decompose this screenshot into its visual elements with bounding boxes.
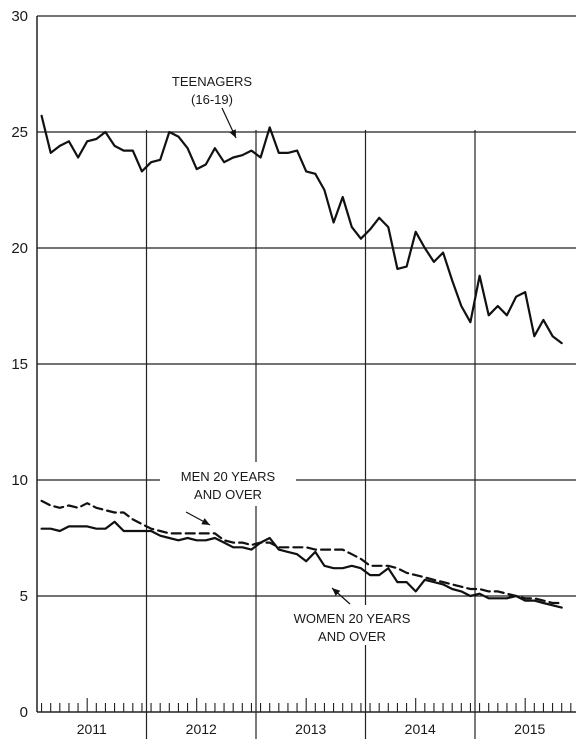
series-line-men	[40, 499, 563, 605]
y-tick-label: 5	[20, 588, 28, 605]
teenagers-age-label: (16-19)	[191, 92, 233, 107]
men-arrow-head	[201, 518, 210, 525]
annotation-arrows	[185, 107, 351, 605]
women-label-bg	[282, 605, 420, 645]
year-dividers	[145, 130, 476, 739]
women-label: WOMEN 20 YEARS	[294, 611, 411, 626]
year-label: 2011	[77, 721, 107, 737]
teenagers-label: TEENAGERS	[172, 74, 253, 89]
y-tick-label: 20	[11, 240, 28, 257]
year-label: 2012	[186, 721, 217, 737]
series-lines	[40, 114, 563, 609]
series-line-teenagers	[40, 114, 563, 345]
men-label-2: AND OVER	[194, 487, 262, 502]
y-tick-label: 30	[11, 8, 28, 25]
y-tick-label: 25	[11, 124, 28, 141]
women-arrow-head	[332, 588, 341, 596]
men-label: MEN 20 YEARS	[181, 469, 276, 484]
month-ticks	[41, 698, 572, 712]
men-label-bg	[160, 462, 296, 506]
y-tick-labels: 0 5 10 15 20 25 30	[11, 8, 28, 721]
series-line-women	[40, 520, 563, 609]
women-label-2: AND OVER	[318, 629, 386, 644]
y-tick-label: 10	[11, 472, 28, 489]
y-tick-label: 0	[20, 704, 28, 721]
year-label: 2013	[295, 721, 326, 737]
year-label: 2015	[514, 721, 545, 737]
grid-lines	[37, 15, 576, 597]
teenagers-arrow-head	[229, 129, 236, 138]
y-tick-label: 15	[11, 356, 28, 373]
year-labels: 2011 2012 2013 2014 2015	[77, 721, 546, 737]
year-label: 2014	[405, 721, 436, 737]
